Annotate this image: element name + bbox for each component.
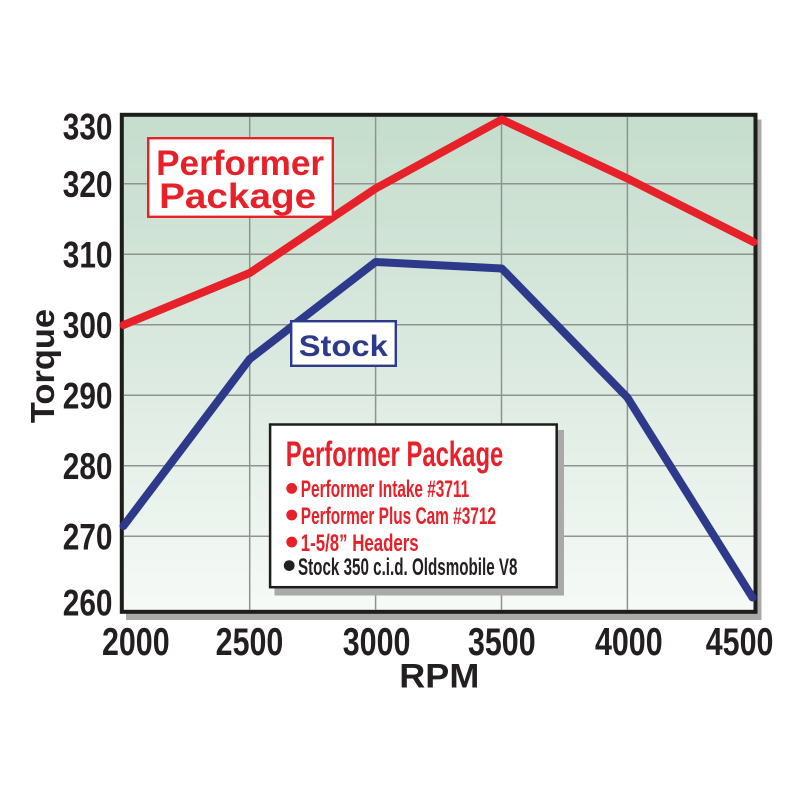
- svg-text:330: 330: [63, 106, 113, 148]
- svg-text:Performer Intake #3711: Performer Intake #3711: [301, 477, 469, 503]
- svg-text:320: 320: [63, 164, 113, 206]
- svg-text:1-5/8” Headers: 1-5/8” Headers: [301, 530, 419, 557]
- svg-text:Package: Package: [159, 177, 316, 216]
- svg-text:260: 260: [63, 582, 113, 624]
- svg-text:3500: 3500: [468, 621, 536, 663]
- svg-text:290: 290: [63, 375, 113, 417]
- svg-text:4500: 4500: [706, 621, 774, 663]
- svg-text:Stock 350 c.i.d. Oldsmobile V8: Stock 350 c.i.d. Oldsmobile V8: [298, 555, 517, 581]
- svg-text:Performer: Performer: [156, 144, 324, 183]
- svg-text:4000: 4000: [595, 621, 663, 663]
- svg-text:2000: 2000: [102, 621, 170, 663]
- svg-text:Stock: Stock: [299, 329, 389, 362]
- svg-text:Performer Package: Performer Package: [286, 436, 503, 474]
- svg-text:RPM: RPM: [399, 657, 479, 695]
- svg-text:300: 300: [63, 305, 113, 347]
- svg-text:310: 310: [63, 234, 113, 276]
- svg-text:Torque: Torque: [25, 309, 62, 423]
- svg-text:Performer Plus Cam #3712: Performer Plus Cam #3712: [301, 504, 496, 530]
- svg-text:270: 270: [63, 516, 113, 558]
- svg-text:280: 280: [63, 446, 113, 488]
- svg-text:3000: 3000: [343, 621, 411, 663]
- svg-text:2500: 2500: [216, 621, 284, 663]
